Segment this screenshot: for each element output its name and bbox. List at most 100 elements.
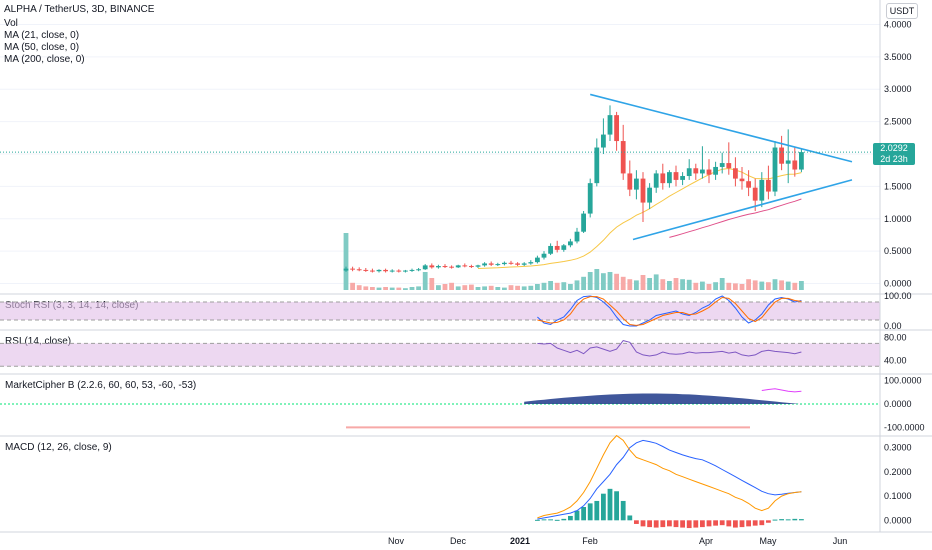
macd-histogram-bar [620, 500, 626, 521]
candle-body [574, 231, 580, 242]
indicator-line-1 [537, 296, 802, 326]
candle-body [416, 269, 421, 271]
candle-body [766, 179, 771, 192]
candle-body [792, 160, 798, 170]
candle-body [799, 152, 804, 170]
candle-body [495, 264, 501, 266]
candle-body [667, 172, 672, 184]
volume-bar [686, 279, 692, 290]
candle-body [541, 253, 547, 258]
x-tick-label-1: Dec [450, 536, 467, 546]
macd-histogram-bar [693, 520, 699, 528]
ma200-indicator-label[interactable]: MA (200, close, 0) [4, 54, 85, 65]
candle-body [713, 166, 718, 175]
volume-bar [653, 274, 659, 290]
candle-body [436, 266, 441, 268]
volume-bar [614, 273, 619, 290]
macd-histogram-bar [614, 491, 619, 521]
macd-histogram-bar [739, 520, 745, 528]
macd-histogram-bar [607, 488, 613, 521]
macd-histogram-bar [653, 520, 659, 528]
candle-body [686, 168, 692, 177]
volume-bar [719, 278, 725, 290]
candle-body [772, 147, 778, 192]
candle-body [719, 163, 725, 167]
volume-bar [799, 281, 804, 290]
volume-bar [607, 272, 613, 290]
candle-body [528, 262, 534, 264]
macd-histogram-bar [673, 520, 679, 528]
symbol-title: ALPHA / TetherUS, 3D, BINANCE [4, 4, 155, 15]
macd-histogram-bar [561, 518, 567, 521]
volume-bar [739, 284, 745, 290]
volume-bar [409, 287, 415, 290]
candle-body [343, 268, 349, 271]
volume-bar [792, 282, 798, 290]
candle-body [601, 134, 606, 148]
candle-body [535, 257, 540, 263]
volume-bar [521, 286, 527, 290]
ma21-indicator-label[interactable]: MA (21, close, 0) [4, 30, 80, 41]
volume-bar [429, 278, 435, 290]
currency-button[interactable]: USDT [886, 3, 918, 19]
y-tick-label-7: 0.5000 [884, 246, 912, 256]
candle-body [759, 179, 765, 201]
macd-line [537, 439, 802, 520]
volume-bar [462, 285, 468, 290]
volume-bar [488, 285, 494, 290]
pane-tick-2-0: 100.0000 [884, 376, 922, 386]
volume-bar [343, 233, 349, 290]
ma50-indicator-label[interactable]: MA (50, close, 0) [4, 42, 80, 53]
volume-bar [356, 285, 362, 290]
volume-bar [482, 286, 487, 290]
pane-tick-2-2: -100.0000 [884, 422, 925, 432]
indicator-band [0, 302, 880, 320]
y-tick-label-0: 4.0000 [884, 19, 912, 29]
macd-histogram-bar [535, 519, 540, 521]
macd-histogram-bar [785, 519, 791, 521]
macd-histogram-bar [640, 520, 646, 527]
volume-bar [515, 285, 520, 290]
x-tick-label-5: May [759, 536, 777, 546]
candle-body [376, 269, 382, 272]
volume-bar [772, 279, 778, 290]
candle-body [680, 176, 685, 180]
countdown-value: 2d 23h [880, 154, 908, 164]
vol-indicator-label[interactable]: Vol [4, 18, 18, 29]
candle-body [785, 160, 791, 164]
y-tick-label-2: 3.0000 [884, 84, 912, 94]
volume-bar [627, 279, 633, 290]
macd-histogram-bar [680, 520, 685, 528]
candle-body [469, 266, 474, 268]
volume-bar [548, 281, 553, 290]
volume-bar [680, 279, 685, 290]
candle-body [779, 147, 784, 164]
candle-body [581, 213, 586, 232]
macd-histogram-bar [706, 520, 712, 527]
candle-body [502, 262, 507, 265]
candle-body [548, 245, 553, 254]
pane-title-3: MACD (12, 26, close, 9) [5, 442, 112, 453]
x-tick-label-0: Nov [388, 536, 405, 546]
volume-bar [469, 284, 474, 290]
volume-bar [746, 279, 751, 290]
pane-tick-3-2: 0.1000 [884, 491, 912, 501]
candle-body [660, 173, 666, 184]
volume-bar [535, 284, 540, 290]
macd-histogram-bar [587, 503, 593, 521]
signal-line [537, 434, 802, 519]
volume-bar [389, 287, 395, 290]
macd-histogram-bar [766, 520, 771, 523]
x-tick-label-4: Apr [699, 536, 713, 546]
y-tick-label-8: 0.0000 [884, 279, 912, 289]
macd-histogram-bar [733, 520, 738, 528]
candle-body [422, 265, 428, 270]
candle-body [746, 181, 751, 188]
lower-trendline [632, 179, 853, 241]
volume-bar [370, 287, 375, 290]
candle-body [726, 163, 732, 169]
candle-body [561, 245, 567, 250]
volume-bar [713, 282, 718, 290]
macd-histogram-bar [660, 520, 666, 528]
volume-bar [568, 284, 573, 290]
